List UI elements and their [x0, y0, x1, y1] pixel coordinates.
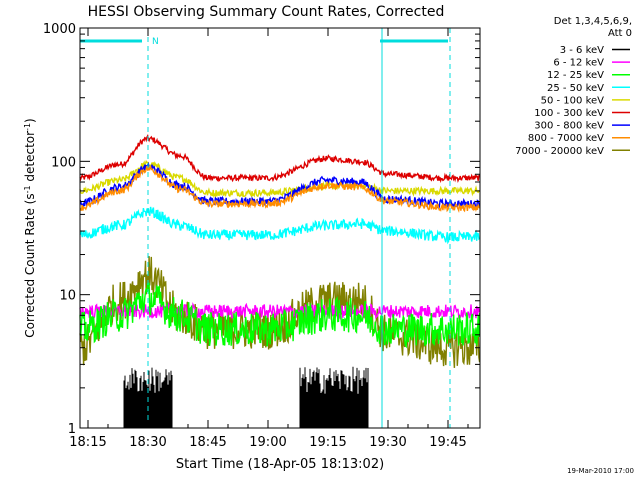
legend-label-6: 300 - 800 keV [534, 121, 604, 132]
legend-label-1: 6 - 12 keV [553, 58, 604, 69]
legend-header-1: Att 0 [608, 28, 632, 39]
x-tick-label-2: 18:45 [189, 435, 226, 450]
y-axis-label-part: detector [23, 131, 37, 186]
legend-label-0: 3 - 6 keV [560, 45, 604, 56]
legend-label-5: 100 - 300 keV [534, 108, 604, 119]
x-tick-label-1: 18:30 [129, 435, 166, 450]
x-tick-label-6: 19:45 [429, 435, 466, 450]
series-3-6-kev-segment-0 [123, 367, 173, 428]
x-axis-label: Start Time (18-Apr-05 18:13:02) [176, 457, 384, 472]
x-tick-label-4: 19:15 [309, 435, 346, 450]
overlay-layer: N [79, 28, 451, 428]
chart-title: HESSI Observing Summary Count Rates, Cor… [88, 4, 445, 20]
series-100-300-kev-line [79, 133, 481, 184]
legend-label-8: 7000 - 20000 keV [515, 146, 604, 157]
y-tick-label-0: 1 [68, 422, 76, 437]
y-tick-label-1: 10 [59, 289, 76, 304]
series-7000-20000-kev-line [79, 256, 481, 368]
series-6-12-kev-line [79, 302, 481, 321]
y-axis-label-part: -1 [23, 185, 32, 193]
series-layer [79, 133, 481, 428]
y-tick-label-2: 100 [51, 155, 76, 170]
observing-marker: N [152, 37, 159, 47]
legend-label-4: 50 - 100 keV [541, 95, 605, 106]
legend-label-3: 25 - 50 keV [547, 83, 604, 94]
x-tick-label-5: 19:30 [369, 435, 406, 450]
series-50-100-kev-line [79, 159, 481, 199]
series-800-7000-kev-line [79, 165, 481, 213]
y-axis-label-part: -1 [23, 123, 32, 131]
footer-timestamp: 19-Mar-2010 17:00 [567, 467, 634, 475]
y-axis-label-part: ) [23, 118, 37, 123]
series-12-25-kev-line [79, 282, 481, 349]
series-300-800-kev-line [79, 161, 481, 210]
x-tick-label-3: 19:00 [249, 435, 286, 450]
plot-frame [79, 27, 481, 429]
legend-label-7: 800 - 7000 keV [528, 133, 604, 144]
legend-header-0: Det 1,3,4,5,6,9, [554, 16, 632, 27]
legend-label-2: 12 - 25 keV [547, 70, 604, 81]
y-tick-label-3: 1000 [43, 22, 76, 37]
axis-layer: 18:15 18:30 18:45 19:00 19:15 19:30 19:45 1 10 10… [43, 22, 480, 450]
legend: Det 1,3,4,5,6,9,Att 0 3 - 6 keV 6 - 12 keV… [515, 16, 632, 157]
y-axis-label: Corrected Count Rate (s-1 detector-1) [23, 118, 38, 337]
y-axis-label-part: Corrected Count Rate (s [23, 193, 37, 337]
series-25-50-kev-line [79, 206, 481, 245]
x-tick-label-0: 18:15 [69, 435, 106, 450]
series-3-6-kev-segment-1 [299, 366, 369, 428]
